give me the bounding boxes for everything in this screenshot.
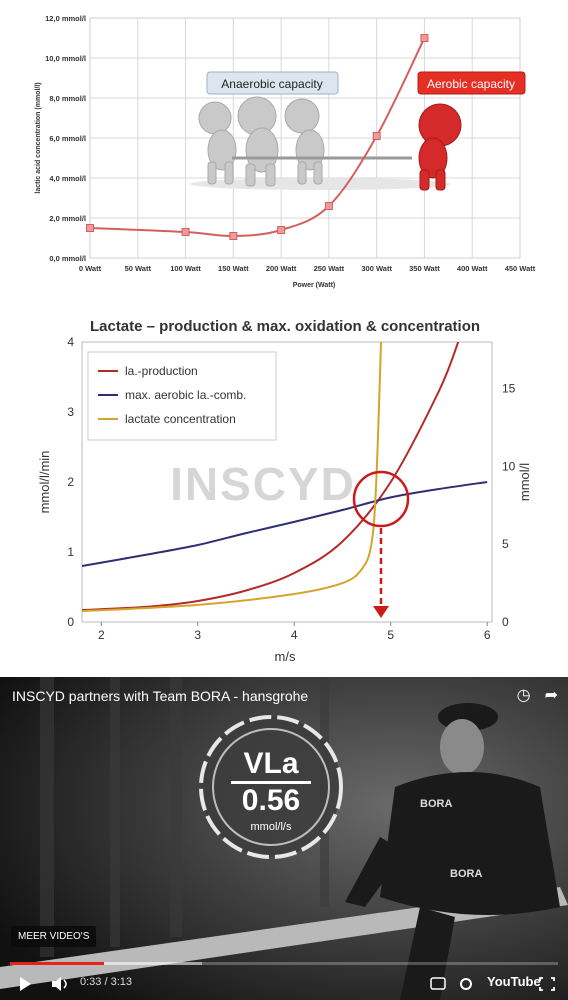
chart-1-data-point [372, 132, 381, 140]
fullscreen-icon[interactable] [539, 977, 555, 991]
chart-1-x-axis-label: Power (Watt) [293, 282, 336, 289]
chart-1-svg: 0,0 mmol/l 2,0 mmol/l 4,0 mmol/l 6,0 mmol/l… [35, 14, 536, 289]
chart-1-x-tick: 50 Watt [125, 264, 152, 273]
chart-2-y-tick: 1 [67, 545, 74, 559]
chart-2-y-right-tick: 0 [502, 615, 509, 629]
badge-name: VLa [243, 747, 299, 780]
chart-1-data-point [181, 228, 190, 236]
svg-text:BORA: BORA [420, 798, 452, 810]
chart-1-data-point [420, 34, 429, 42]
chart-1-plot-border [89, 17, 521, 259]
chart-1-x-tick: 300 Watt [361, 264, 392, 273]
video-frame: BORA BORA [0, 677, 568, 1000]
chart-2-y-right-axis-label: mmol/l [517, 463, 532, 501]
chart-1-data-point [277, 226, 286, 234]
anaerobic-label: Anaerobic capacity [221, 77, 322, 91]
chart-1-x-tick: 450 Watt [505, 264, 536, 273]
legend-label: max. aerobic la.-comb. [125, 388, 246, 402]
chart-1-y-tick: 4,0 mmol/l [49, 174, 86, 183]
chart-1-y-tick: 8,0 mmol/l [49, 94, 86, 103]
youtube-logo[interactable]: YouTube [487, 974, 541, 989]
chart-2-y-right-tick: 5 [502, 537, 509, 551]
drop-arrow-head [373, 606, 389, 618]
chart-1-y-axis-label: lactic acid concentration (mmol/l) [35, 82, 42, 193]
chart-2-y-tick: 0 [67, 615, 74, 629]
chart-2-x-tick: 5 [387, 628, 394, 642]
inscyd-watermark: INSCYD [170, 458, 356, 510]
chart-1-data-point [229, 232, 238, 240]
chart-1-x-tick: 400 Watt [457, 264, 488, 273]
chart-2-y-right-tick: 10 [502, 459, 516, 473]
more-videos-button[interactable]: MEER VIDEO'S [11, 926, 97, 947]
vla-badge [199, 715, 343, 859]
chart-2-panel: Lactate – production & max. oxidation & … [0, 300, 568, 670]
chart-1-x-tick: 0 Watt [79, 264, 102, 273]
played-bar [10, 962, 105, 965]
aerobic-label: Aerobic capacity [427, 77, 515, 91]
chart-2-legend [87, 351, 277, 441]
chart-2-x-tick: 3 [194, 628, 201, 642]
video-top-icons: ◷ ➦ [517, 685, 558, 705]
chart-1-data-point [324, 202, 333, 210]
chart-2-series-line-1 [82, 342, 460, 612]
chart-2-y-right-tick: 15 [502, 382, 516, 396]
chart-2-y-tick: 2 [67, 475, 74, 489]
video-time: 0:33 / 3:13 [80, 976, 132, 988]
volume-icon[interactable] [52, 977, 67, 991]
chart-1-x-tick: 350 Watt [409, 264, 440, 273]
chart-1-y-tick: 0,0 mmol/l [49, 254, 86, 263]
chart-2-svg: Lactate – production & max. oxidation & … [37, 318, 532, 664]
chart-1-y-tick: 2,0 mmol/l [49, 214, 86, 223]
video-title[interactable]: INSCYD partners with Team BORA - hansgro… [12, 688, 309, 704]
buffered-bar [10, 962, 202, 965]
chart-2-series-line-2 [82, 481, 488, 567]
settings-icon[interactable] [460, 978, 472, 990]
watch-later-icon[interactable]: ◷ [516, 687, 531, 704]
chart-1-y-tick: 12,0 mmol/l [45, 14, 86, 23]
badge-divider [231, 781, 311, 784]
share-icon[interactable]: ➦ [544, 687, 558, 704]
tug-of-war-illustration [190, 96, 462, 191]
svg-text:BORA: BORA [450, 868, 482, 880]
chart-1-y-tick: 10,0 mmol/l [45, 54, 86, 63]
chart-1-x-tick: 150 Watt [218, 264, 249, 273]
chart-1-panel: 0,0 mmol/l 2,0 mmol/l 4,0 mmol/l 6,0 mmol/l… [0, 0, 568, 300]
chart-1-x-tick: 200 Watt [266, 264, 297, 273]
legend-label: lactate concentration [125, 412, 236, 426]
chart-2-x-axis-label: m/s [275, 649, 296, 664]
play-icon[interactable] [20, 977, 31, 991]
chart-2-y-axis-label: mmol/l/min [37, 451, 52, 514]
chart-1-x-tick: 250 Watt [314, 264, 345, 273]
chart-2-x-tick: 4 [291, 628, 298, 642]
intersection-highlight [352, 470, 410, 528]
chart-2-y-tick: 4 [67, 335, 74, 349]
chart-1-data-point [86, 224, 94, 232]
progress-track[interactable] [10, 962, 558, 965]
chart-2-x-tick: 2 [98, 628, 105, 642]
chart-2-title: Lactate – production & max. oxidation & … [90, 318, 480, 335]
chart-2-y-tick: 3 [67, 405, 74, 419]
badge-value: 0.56 [241, 784, 301, 817]
chart-2-x-tick: 6 [484, 628, 491, 642]
chart-2-series-line-3 [82, 342, 383, 613]
aerobic-label-box [417, 71, 526, 95]
chart-1-y-tick: 6,0 mmol/l [49, 134, 86, 143]
subtitles-icon[interactable] [430, 977, 446, 990]
badge-unit: mmol/l/s [250, 821, 292, 833]
video-controls: 0:33 / 3:13 YouTube [0, 962, 568, 1000]
video-player[interactable]: BORA BORA INSCYD partners with Team BORA… [0, 677, 568, 1000]
anaerobic-label-box [206, 71, 339, 95]
chart-1-x-tick: 100 Watt [170, 264, 201, 273]
legend-label: la.-production [125, 364, 198, 378]
